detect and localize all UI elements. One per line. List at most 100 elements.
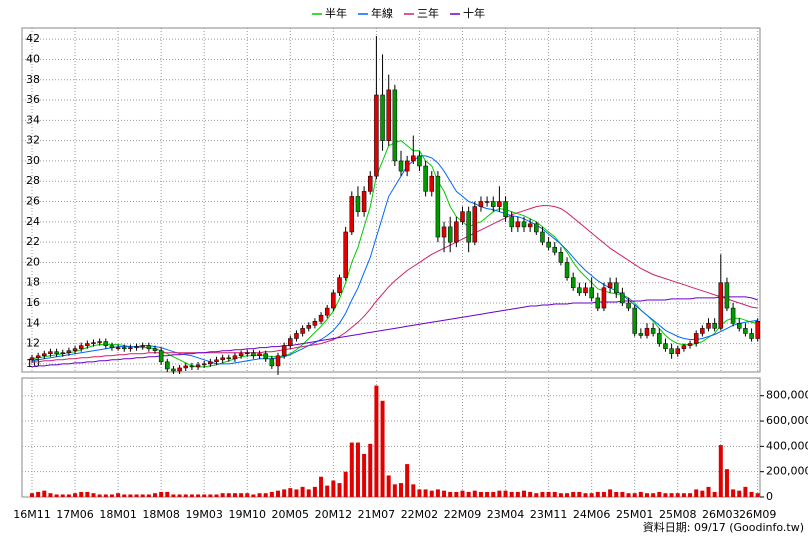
volume-bar <box>208 494 213 497</box>
candle-body <box>404 160 410 172</box>
candle-body <box>503 201 508 217</box>
candle-body <box>232 355 238 360</box>
candle-body <box>718 282 724 329</box>
candle-body <box>552 246 557 253</box>
candle-body <box>454 221 459 243</box>
volume-bar <box>743 486 748 497</box>
volume-bar <box>589 493 594 497</box>
volume-bar <box>251 494 256 497</box>
candle-body <box>380 94 385 141</box>
x-tick-label: 25M01 <box>616 508 654 521</box>
candle-body <box>226 357 232 360</box>
candle-body <box>595 297 601 309</box>
volume-bar <box>85 491 90 497</box>
candle-body <box>706 323 711 329</box>
volume-bar <box>614 491 619 497</box>
candle-body <box>626 302 631 309</box>
candle-body <box>663 343 668 349</box>
y-tick-label: 12 <box>26 337 40 350</box>
candle-body <box>349 196 355 233</box>
volume-bar <box>534 493 539 497</box>
volume-tick-label: 800,000 <box>766 389 808 402</box>
volume-bar <box>245 493 250 497</box>
candle-body <box>429 175 434 192</box>
candle-body <box>755 321 760 339</box>
candle-body <box>368 175 373 192</box>
y-tick-label: 14 <box>26 316 40 329</box>
volume-bar <box>423 489 428 497</box>
volume-bar <box>189 494 194 497</box>
candle-body <box>85 343 90 346</box>
volume-bar <box>374 385 379 497</box>
candle-body <box>669 348 674 354</box>
volume-bar <box>202 494 207 497</box>
candle-body <box>607 282 613 289</box>
volume-bar <box>97 494 102 497</box>
y-tick-label: 22 <box>26 235 40 248</box>
candle-body <box>195 364 201 368</box>
candle-body <box>644 328 650 336</box>
volume-bar <box>669 493 674 497</box>
candle-body <box>743 328 748 334</box>
volume-bar <box>478 491 483 497</box>
volume-bar <box>214 494 219 497</box>
candle-body <box>534 223 539 233</box>
volume-bar <box>558 493 563 497</box>
legend-label: 三年 <box>417 6 439 20</box>
candle-body <box>78 345 84 349</box>
candle-body <box>238 353 244 357</box>
candle-body <box>171 368 176 372</box>
candle-body <box>423 165 428 192</box>
volume-bar <box>288 488 293 497</box>
candle-body <box>54 351 59 354</box>
candle-body <box>515 221 521 228</box>
x-tick-label: 19M03 <box>185 508 223 521</box>
candle-body <box>343 231 348 278</box>
volume-bar <box>134 494 139 497</box>
candle-body <box>589 287 594 299</box>
volume-bar <box>331 480 336 497</box>
volume-bar <box>608 489 613 497</box>
x-tick-label: 18M08 <box>142 508 180 521</box>
volume-bar <box>355 442 360 497</box>
volume-bar <box>515 491 520 497</box>
x-tick-label: 20M05 <box>272 508 310 521</box>
candle-body <box>478 201 484 207</box>
candle-body <box>737 323 742 329</box>
volume-bar <box>325 485 330 497</box>
candle-body <box>614 282 619 294</box>
volume-bar <box>749 491 754 497</box>
volume-bar <box>626 493 631 497</box>
candle-body <box>484 201 490 203</box>
volume-bar <box>601 491 606 497</box>
y-tick-label: 40 <box>26 52 40 65</box>
candle-body <box>472 206 478 243</box>
volume-bar <box>343 471 348 497</box>
volume-bar <box>509 491 514 497</box>
candle-body <box>97 341 102 343</box>
volume-bar <box>675 493 680 497</box>
volume-bar <box>257 493 262 497</box>
volume-bar <box>460 490 465 497</box>
candle-body <box>564 262 570 278</box>
y-tick-label: 36 <box>26 93 40 106</box>
candle-body <box>392 89 398 162</box>
candle-body <box>134 346 139 348</box>
volume-bar <box>491 491 496 497</box>
volume-bar <box>522 490 526 497</box>
candle-body <box>540 231 545 243</box>
volume-bar <box>497 490 502 497</box>
candle-body <box>724 282 730 309</box>
volume-bar <box>183 494 188 497</box>
volume-bar <box>276 490 280 497</box>
volume-bar <box>681 493 686 497</box>
volume-tick-label: 400,000 <box>766 439 808 452</box>
volume-bar <box>571 491 576 497</box>
volume-bar <box>565 493 570 497</box>
candle-body <box>730 307 736 324</box>
volume-bar <box>577 491 582 497</box>
volume-bar <box>638 491 643 497</box>
volume-tick-label: 0 <box>766 490 773 503</box>
